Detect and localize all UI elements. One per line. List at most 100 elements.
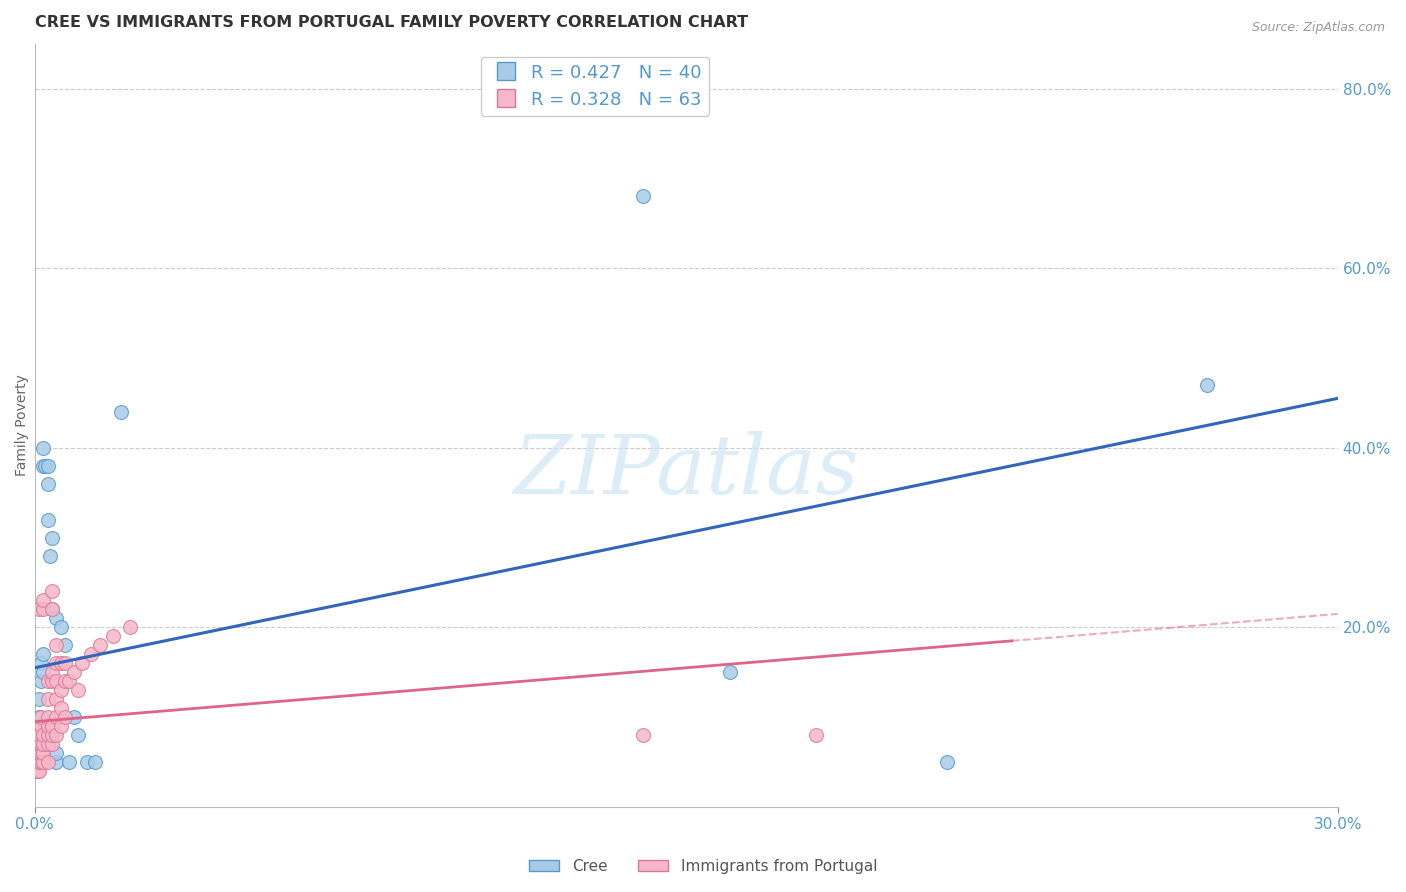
Text: Source: ZipAtlas.com: Source: ZipAtlas.com [1251, 21, 1385, 34]
Point [37, 755, 59, 769]
Point [25, 746, 48, 760]
Point [49, 701, 72, 715]
Point [27, 746, 49, 760]
Point [53, 638, 76, 652]
Point [45, 728, 67, 742]
Point [41, 728, 63, 742]
Point [41, 531, 63, 545]
Point [32, 746, 55, 760]
Point [53, 657, 76, 671]
Point [49, 719, 72, 733]
Point [32, 593, 55, 607]
Point [28, 692, 51, 706]
Point [28, 728, 51, 742]
Point [37, 737, 59, 751]
Point [37, 728, 59, 742]
Point [110, 405, 132, 419]
Point [41, 719, 63, 733]
Point [45, 710, 67, 724]
Text: CREE VS IMMIGRANTS FROM PORTUGAL FAMILY POVERTY CORRELATION CHART: CREE VS IMMIGRANTS FROM PORTUGAL FAMILY … [35, 15, 748, 30]
Point [27, 746, 49, 760]
Point [84, 755, 107, 769]
Point [37, 476, 59, 491]
Point [25, 746, 48, 760]
Point [45, 657, 67, 671]
Point [631, 189, 654, 203]
Point [45, 611, 67, 625]
Point [30, 719, 52, 733]
Point [25, 755, 48, 769]
Point [41, 584, 63, 599]
Point [28, 755, 51, 769]
Point [37, 728, 59, 742]
Point [41, 665, 63, 680]
Point [37, 458, 59, 473]
Point [49, 683, 72, 698]
Point [32, 441, 55, 455]
Point [30, 737, 52, 751]
Point [806, 728, 828, 742]
Point [89, 638, 111, 652]
Point [49, 657, 72, 671]
Point [37, 719, 59, 733]
Point [27, 737, 49, 751]
Point [25, 764, 48, 778]
Point [45, 692, 67, 706]
Point [45, 746, 67, 760]
Point [80, 648, 103, 662]
Point [53, 710, 76, 724]
Point [1197, 378, 1219, 392]
Text: ZIPatlas: ZIPatlas [513, 431, 859, 511]
Point [935, 755, 957, 769]
Point [30, 755, 52, 769]
Point [28, 710, 51, 724]
Point [30, 657, 52, 671]
Point [45, 755, 67, 769]
Point [28, 737, 51, 751]
Legend: R = 0.427   N = 40, R = 0.328   N = 63: R = 0.427 N = 40, R = 0.328 N = 63 [481, 56, 709, 116]
Point [37, 710, 59, 724]
Point [32, 665, 55, 680]
Point [28, 728, 51, 742]
Point [66, 683, 89, 698]
Point [28, 737, 51, 751]
Point [66, 728, 89, 742]
Legend: Cree, Immigrants from Portugal: Cree, Immigrants from Portugal [523, 853, 883, 880]
Point [41, 737, 63, 751]
Point [49, 620, 72, 634]
Point [45, 674, 67, 689]
Point [30, 746, 52, 760]
Point [37, 513, 59, 527]
Point [37, 674, 59, 689]
Point [30, 710, 52, 724]
Point [62, 710, 84, 724]
Point [53, 674, 76, 689]
Point [25, 719, 48, 733]
Point [45, 638, 67, 652]
Point [101, 629, 124, 643]
Point [25, 764, 48, 778]
Point [72, 657, 94, 671]
Point [38, 549, 60, 563]
Point [41, 602, 63, 616]
Point [28, 719, 51, 733]
Point [25, 755, 48, 769]
Point [37, 737, 59, 751]
Point [25, 728, 48, 742]
Point [32, 458, 55, 473]
Point [28, 602, 51, 616]
Point [631, 728, 654, 742]
Point [58, 674, 80, 689]
Point [718, 665, 741, 680]
Point [41, 602, 63, 616]
Point [28, 764, 51, 778]
Point [34, 458, 56, 473]
Point [28, 746, 51, 760]
Point [41, 674, 63, 689]
Point [32, 602, 55, 616]
Y-axis label: Family Poverty: Family Poverty [15, 375, 30, 476]
Point [27, 764, 49, 778]
Point [32, 728, 55, 742]
Point [30, 746, 52, 760]
Point [37, 692, 59, 706]
